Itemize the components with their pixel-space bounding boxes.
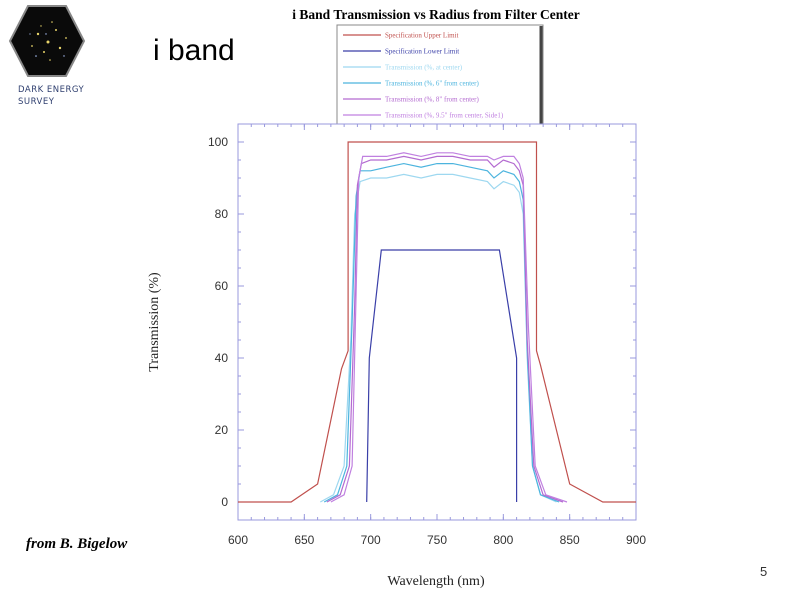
y-tick-label: 100 — [208, 135, 228, 149]
legend-label-3: Transmission (%, 6" from center) — [385, 80, 479, 88]
legend-label-0: Specification Upper Limit — [385, 32, 459, 40]
y-tick-label: 80 — [215, 207, 229, 221]
y-tick-label: 60 — [215, 279, 229, 293]
y-tick-label: 40 — [215, 351, 229, 365]
y-tick-label: 20 — [215, 423, 229, 437]
series-line-1 — [366, 249, 518, 503]
chart-title: i Band Transmission vs Radius from Filte… — [292, 7, 579, 22]
org-name-line2: SURVEY — [18, 97, 55, 107]
series-line-0 — [238, 141, 636, 503]
legend-label-4: Transmission (%, 8" from center) — [385, 96, 479, 104]
credit-text: from B. Bigelow — [26, 536, 128, 552]
des-logo — [8, 4, 86, 78]
legend-label-1: Specification Lower Limit — [385, 48, 459, 56]
chart-legend: Specification Upper Limit Specification L… — [336, 24, 544, 131]
legend-box — [336, 24, 544, 131]
legend-label-2: Transmission (%, at center) — [385, 64, 463, 72]
x-tick-label: 850 — [560, 533, 580, 547]
x-tick-label: 900 — [626, 533, 646, 547]
logo-galaxy-dots — [31, 21, 67, 61]
series-line-4 — [326, 155, 564, 503]
plot-border — [237, 123, 637, 521]
slide-title: i band — [153, 34, 235, 67]
x-tick-label: 650 — [294, 533, 314, 547]
x-tick-label: 700 — [361, 533, 381, 547]
x-axis-label: Wavelength (nm) — [387, 574, 485, 589]
plot-area — [237, 123, 637, 521]
series-line-5 — [330, 152, 568, 503]
x-tick-label: 750 — [427, 533, 447, 547]
y-axis-label: Transmission (%) — [147, 272, 162, 372]
org-name-line1: DARK ENERGY — [18, 85, 85, 95]
x-tick-label: 600 — [228, 533, 248, 547]
x-tick-label: 800 — [493, 533, 513, 547]
legend-label-5: Transmission (%, 9.5" from center, Side1… — [385, 112, 504, 120]
y-tick-label: 0 — [221, 495, 228, 509]
organization-name: DARK ENERGY SURVEY — [18, 84, 108, 108]
page-number: 5 — [760, 564, 768, 579]
